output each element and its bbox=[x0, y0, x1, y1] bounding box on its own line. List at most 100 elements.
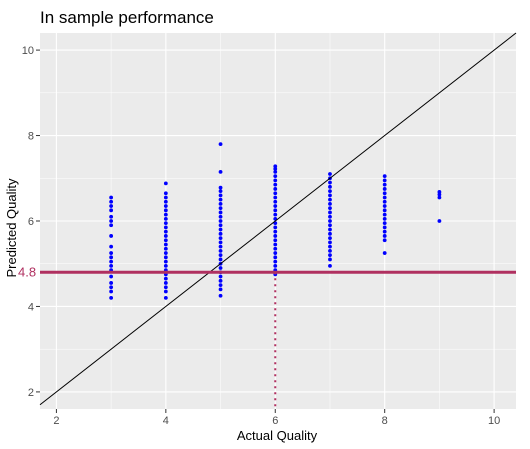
y-tick-label: 2 bbox=[28, 387, 34, 399]
data-point bbox=[328, 257, 332, 262]
data-point bbox=[382, 195, 387, 200]
y-axis-title: Predicted Quality bbox=[4, 178, 19, 277]
data-point bbox=[163, 251, 168, 255]
data-point bbox=[109, 274, 114, 279]
data-point bbox=[109, 244, 114, 249]
y-tick-label: 4 bbox=[28, 301, 34, 313]
data-point bbox=[273, 191, 278, 196]
data-point bbox=[163, 296, 168, 300]
data-point bbox=[273, 164, 278, 169]
data-point bbox=[382, 229, 387, 234]
data-point bbox=[218, 223, 223, 228]
grid-lines bbox=[40, 33, 516, 409]
x-axis: 2 4 6 8 10 bbox=[53, 409, 500, 427]
data-point bbox=[218, 189, 223, 193]
data-point bbox=[109, 289, 114, 294]
data-point bbox=[163, 289, 168, 294]
data-point bbox=[273, 212, 278, 217]
y-axis: 2 4 6 8 10 bbox=[22, 45, 40, 399]
data-point bbox=[163, 255, 168, 260]
data-point bbox=[273, 246, 278, 251]
data-point bbox=[163, 199, 168, 204]
data-point bbox=[163, 281, 168, 285]
data-point bbox=[109, 204, 114, 208]
data-point bbox=[218, 257, 223, 262]
data-point bbox=[109, 259, 114, 264]
data-point bbox=[109, 208, 114, 213]
identity-line bbox=[39, 32, 517, 406]
data-point bbox=[273, 195, 278, 200]
data-point bbox=[328, 223, 332, 228]
data-point bbox=[218, 283, 223, 287]
data-point bbox=[273, 225, 278, 230]
data-point bbox=[273, 208, 278, 213]
x-tick-label: 8 bbox=[382, 415, 388, 427]
data-point bbox=[218, 206, 223, 211]
data-point bbox=[382, 182, 387, 187]
data-point bbox=[218, 249, 223, 253]
data-point bbox=[109, 251, 114, 255]
data-point bbox=[218, 253, 223, 258]
data-point bbox=[382, 208, 387, 213]
data-point bbox=[163, 225, 168, 230]
data-point bbox=[273, 187, 278, 191]
data-points bbox=[109, 142, 442, 300]
data-point bbox=[109, 195, 114, 200]
data-point bbox=[382, 204, 387, 208]
data-point bbox=[163, 234, 168, 238]
data-point bbox=[218, 169, 223, 174]
y-tick-label: 8 bbox=[28, 131, 34, 143]
data-point bbox=[382, 238, 387, 243]
data-point bbox=[163, 221, 168, 226]
data-point bbox=[273, 255, 278, 260]
data-point bbox=[273, 263, 278, 268]
data-point bbox=[218, 202, 223, 206]
data-point bbox=[218, 240, 223, 245]
data-point bbox=[273, 242, 278, 247]
data-point bbox=[328, 193, 332, 198]
data-point bbox=[273, 199, 278, 204]
data-point bbox=[218, 274, 223, 279]
data-point bbox=[218, 193, 223, 198]
data-point bbox=[328, 197, 332, 202]
x-tick-label: 6 bbox=[272, 415, 278, 427]
data-point bbox=[163, 212, 168, 217]
data-point bbox=[328, 249, 332, 253]
data-point bbox=[163, 191, 168, 196]
data-point bbox=[437, 219, 442, 223]
data-point bbox=[109, 296, 114, 300]
data-point bbox=[273, 182, 278, 187]
data-point bbox=[273, 238, 278, 243]
data-point bbox=[328, 253, 332, 258]
data-point bbox=[382, 199, 387, 204]
data-point bbox=[273, 169, 278, 174]
data-point bbox=[273, 178, 278, 183]
data-point bbox=[437, 190, 442, 194]
data-point bbox=[163, 263, 168, 268]
data-point bbox=[218, 227, 223, 232]
data-point bbox=[109, 285, 114, 290]
data-point bbox=[218, 214, 223, 219]
x-tick-label: 2 bbox=[53, 415, 59, 427]
data-point bbox=[109, 223, 114, 228]
data-point bbox=[163, 216, 168, 221]
data-point bbox=[382, 225, 387, 230]
data-point bbox=[328, 219, 332, 223]
x-axis-title: Actual Quality bbox=[237, 428, 318, 443]
data-point bbox=[328, 180, 332, 185]
chart-title: In sample performance bbox=[40, 8, 214, 27]
data-point bbox=[382, 187, 387, 191]
data-point bbox=[109, 234, 114, 238]
x-tick-label: 4 bbox=[163, 415, 169, 427]
y-tick-label: 10 bbox=[22, 45, 34, 57]
data-point bbox=[163, 181, 168, 186]
data-point bbox=[328, 240, 332, 245]
data-point bbox=[273, 259, 278, 264]
data-point bbox=[218, 278, 223, 283]
data-point bbox=[109, 281, 114, 285]
data-point bbox=[163, 238, 168, 243]
data-point bbox=[328, 263, 332, 268]
data-point bbox=[382, 178, 387, 183]
data-point bbox=[109, 214, 114, 219]
